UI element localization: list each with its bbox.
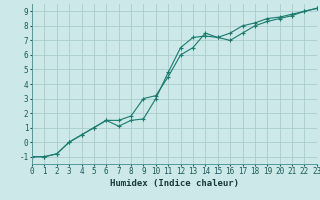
X-axis label: Humidex (Indice chaleur): Humidex (Indice chaleur) xyxy=(110,179,239,188)
